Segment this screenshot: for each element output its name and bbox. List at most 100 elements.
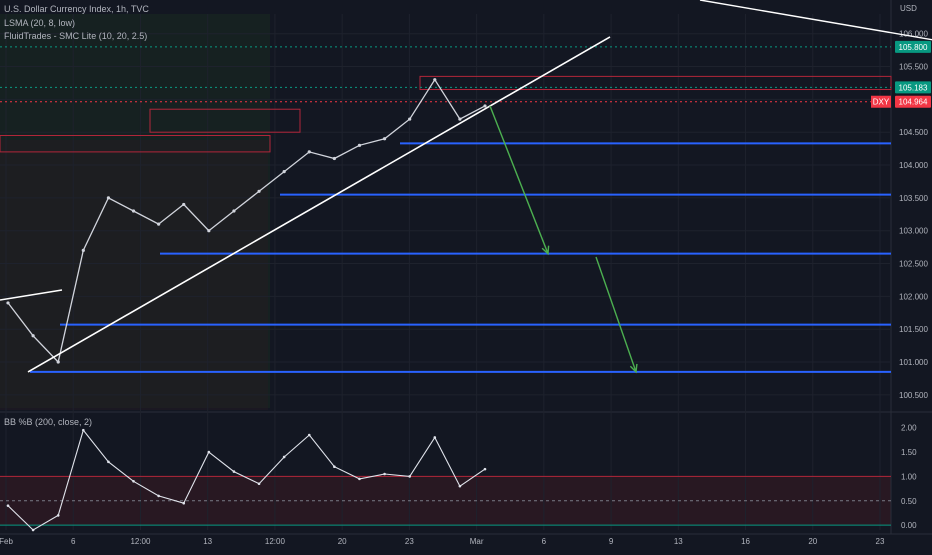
price-tick-label: 101.000 xyxy=(899,358,928,367)
time-tick-label: 12:00 xyxy=(130,537,151,546)
indicator-data-point xyxy=(383,472,386,476)
price-data-point xyxy=(207,229,211,233)
price-badge-bg xyxy=(895,95,931,108)
price-data-point xyxy=(131,209,136,213)
indicator-tick-label: 1.00 xyxy=(901,472,917,481)
time-tick-label: 20 xyxy=(808,537,817,546)
indicator-data-point xyxy=(82,428,85,432)
price-data-point xyxy=(182,202,186,207)
projection-arrow-head xyxy=(629,363,638,374)
price-tick-label: 105.500 xyxy=(899,63,928,72)
time-tick-label: 23 xyxy=(405,537,414,546)
indicator-data-point xyxy=(207,450,211,454)
price-tick-label: 101.500 xyxy=(899,325,928,334)
price-data-point xyxy=(257,189,261,193)
price-data-point xyxy=(282,170,286,174)
indicator-data-point xyxy=(56,514,60,517)
indicator-tick-label: 1.50 xyxy=(901,448,917,457)
price-tick-label: 100.500 xyxy=(899,391,928,400)
price-badge-label: 105.183 xyxy=(899,83,928,92)
price-data-point xyxy=(382,137,387,141)
descending-line xyxy=(699,0,932,41)
time-tick-label: 13 xyxy=(203,537,212,546)
price-data-point xyxy=(483,104,487,108)
price-badge: 105.183 xyxy=(895,81,931,94)
indicator-data-point xyxy=(6,504,10,507)
indicator-data-point xyxy=(358,477,361,481)
price-tick-label: 102.500 xyxy=(899,260,928,269)
price-badge-label: 104.964 xyxy=(899,98,928,107)
time-tick-label: 20 xyxy=(338,537,347,546)
demand-shade xyxy=(0,140,268,410)
price-data-point xyxy=(433,78,437,82)
price-data-point xyxy=(458,117,462,121)
price-data-point xyxy=(6,301,10,305)
price-badge-label: 105.800 xyxy=(899,43,928,52)
indicator-data-point xyxy=(307,433,311,437)
chart-title: U.S. Dollar Currency Index, 1h, TVC xyxy=(4,4,149,14)
indicator-data-point xyxy=(107,460,110,464)
indicator-data-point xyxy=(282,455,286,459)
indicator-data-point xyxy=(232,470,236,473)
indicator-data-point xyxy=(182,501,186,505)
price-tick-label: 103.000 xyxy=(899,227,928,236)
rising-trendline xyxy=(27,36,611,373)
supply-zone xyxy=(419,75,892,91)
price-tick-label: 104.500 xyxy=(899,128,928,137)
price-data-point xyxy=(332,156,336,161)
price-data-point xyxy=(408,117,412,121)
indicator-smc-label[interactable]: FluidTrades - SMC Lite (10, 20, 2.5) xyxy=(4,31,148,41)
projection-arrow xyxy=(595,256,637,373)
indicator-data-point xyxy=(31,528,35,532)
time-tick-label: 16 xyxy=(741,537,750,546)
price-badge-symbol: DXY xyxy=(873,98,890,107)
time-tick-label: 6 xyxy=(71,537,76,546)
price-badge: DXY 104.964 xyxy=(871,95,931,108)
projection-arrow xyxy=(489,105,549,254)
time-tick-label: Mar xyxy=(470,537,484,546)
indicator-data-point xyxy=(132,480,135,483)
price-badge-bg xyxy=(895,81,931,94)
price-tick-label: 106.000 xyxy=(899,30,928,39)
time-tick-label: 13 xyxy=(674,537,683,546)
left-trendline xyxy=(0,289,63,301)
price-series-line xyxy=(7,78,486,364)
indicator-data-point xyxy=(483,467,487,471)
price-data-point xyxy=(307,150,311,154)
price-data-point xyxy=(357,143,362,147)
indicator-lsma-label[interactable]: LSMA (20, 8, low) xyxy=(4,18,76,28)
price-tick-label: 104.000 xyxy=(899,161,928,170)
indicator-data-point xyxy=(257,482,261,486)
indicator-data-point xyxy=(333,465,336,468)
indicator-data-point xyxy=(408,475,411,478)
time-tick-label: Feb xyxy=(0,537,13,546)
price-data-point xyxy=(81,248,85,252)
indicator-data-point xyxy=(458,484,462,488)
price-badge-bg xyxy=(895,40,931,53)
price-badge-symbol-bg xyxy=(871,95,891,108)
indicator-tick-label: 0.00 xyxy=(901,521,917,530)
indicator-tick-label: 0.50 xyxy=(901,497,917,506)
time-tick-label: 6 xyxy=(542,537,547,546)
price-data-point xyxy=(31,334,35,338)
time-tick-label: 9 xyxy=(609,537,614,546)
price-data-point xyxy=(232,209,236,213)
currency-label: USD xyxy=(900,4,917,13)
projection-arrow-head xyxy=(541,245,550,256)
indicator-tick-label: 2.00 xyxy=(901,424,917,433)
supply-zone xyxy=(0,134,271,153)
time-tick-label: 23 xyxy=(876,537,885,546)
price-badge: 105.800 xyxy=(895,40,931,53)
price-data-point xyxy=(106,196,111,200)
price-data-point xyxy=(157,222,161,226)
indicator-data-point xyxy=(157,494,160,498)
price-tick-label: 103.500 xyxy=(899,194,928,203)
supply-zone xyxy=(149,108,301,133)
lower-pane-label[interactable]: BB %B (200, close, 2) xyxy=(4,417,93,427)
indicator-data-point xyxy=(433,436,437,439)
price-data-point xyxy=(56,360,60,364)
bb-percent-b-line xyxy=(7,429,486,531)
